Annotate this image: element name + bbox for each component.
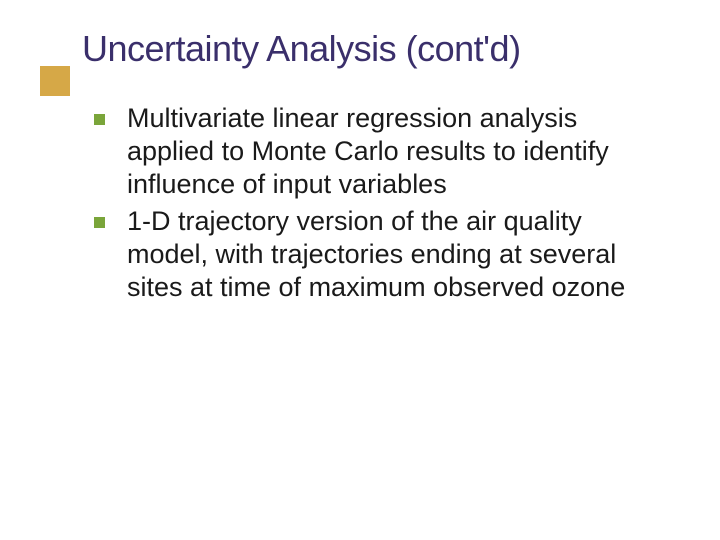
slide-title: Uncertainty Analysis (cont'd) [50,28,670,70]
title-area: Uncertainty Analysis (cont'd) [50,28,670,70]
bullet-icon [94,217,105,228]
content-area: Multivariate linear regression analysis … [50,102,670,304]
list-item: 1-D trajectory version of the air qualit… [94,205,660,304]
list-item: Multivariate linear regression analysis … [94,102,660,201]
bullet-text: Multivariate linear regression analysis … [127,102,660,201]
bullet-text: 1-D trajectory version of the air qualit… [127,205,660,304]
bullet-icon [94,114,105,125]
slide-container: Uncertainty Analysis (cont'd) Multivaria… [0,0,720,540]
accent-square-icon [40,66,70,96]
